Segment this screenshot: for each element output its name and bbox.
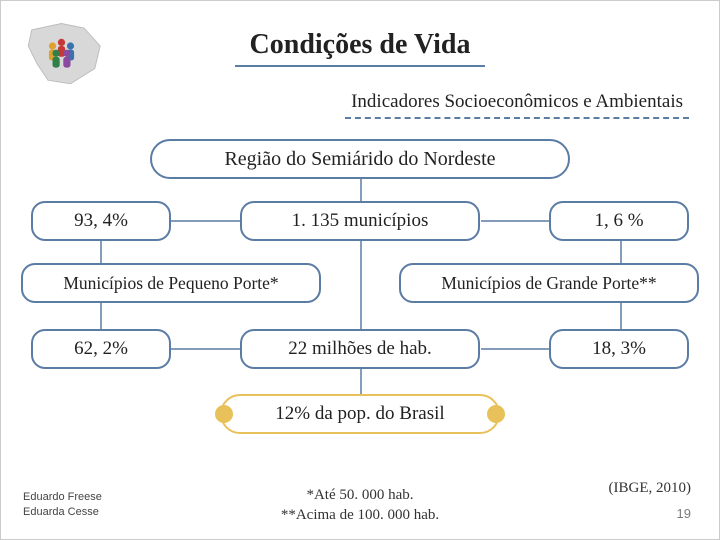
footnote-1: *Até 50. 000 hab. [281, 486, 439, 506]
diagram: Região do Semiárido do Nordeste 93, 4% 1… [31, 139, 689, 459]
footnotes: *Até 50. 000 hab. **Acima de 100. 000 ha… [281, 486, 439, 525]
brazil-map-icon [21, 19, 111, 91]
author-2: Eduarda Cesse [23, 505, 102, 519]
authors: Eduardo Freese Eduarda Cesse [23, 490, 102, 519]
region-box: Região do Semiárido do Nordeste [150, 139, 570, 179]
page-title: Condições de Vida [235, 29, 485, 67]
slide: Condições de Vida Indicadores Socioeconô… [1, 1, 719, 539]
porte-grande: Municípios de Grande Porte** [399, 263, 699, 303]
stat-left-1: 93, 4% [31, 201, 171, 241]
subtitle: Indicadores Socioeconômicos e Ambientais [345, 91, 689, 119]
stat-right-2: 18, 3% [549, 329, 689, 369]
stat-center-1: 1. 135 municípios [240, 201, 480, 241]
logo [21, 19, 111, 94]
author-1: Eduardo Freese [23, 490, 102, 504]
stat-right-1: 1, 6 % [549, 201, 689, 241]
footnote-2: **Acima de 100. 000 hab. [281, 506, 439, 526]
porte-pequeno: Municípios de Pequeno Porte* [21, 263, 321, 303]
stat-left-2: 62, 2% [31, 329, 171, 369]
source-citation: (IBGE, 2010) [609, 480, 692, 497]
callout-box: 12% da pop. do Brasil [220, 394, 500, 434]
stat-center-2: 22 milhões de hab. [240, 329, 480, 369]
page-number: 19 [677, 506, 691, 521]
